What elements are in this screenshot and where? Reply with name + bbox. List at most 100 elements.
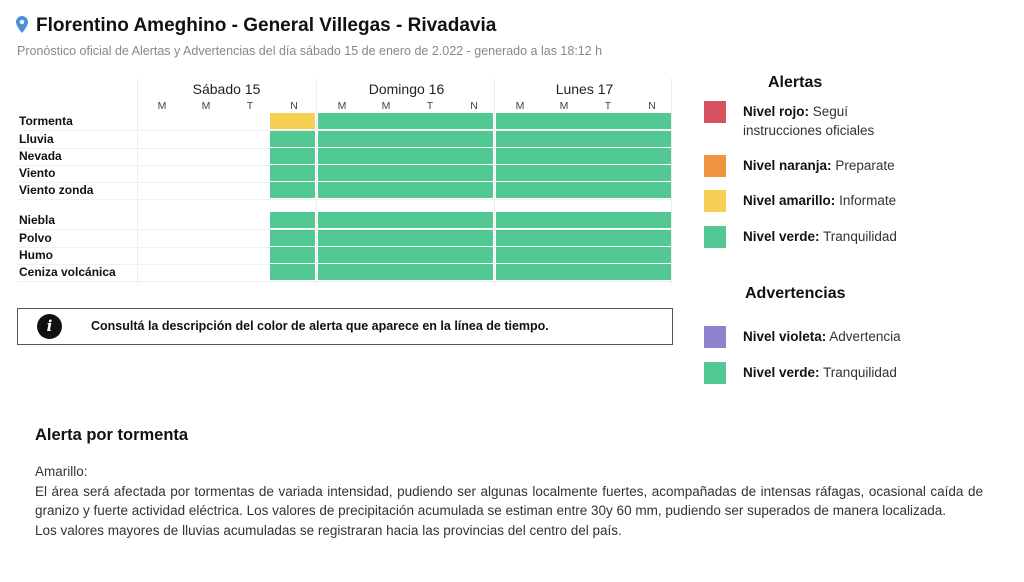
- day-header: Sábado 15: [192, 81, 261, 97]
- timeline-cell-verde[interactable]: [496, 212, 540, 228]
- timeline-cell-verde[interactable]: [540, 212, 584, 228]
- timeline-cell-verde[interactable]: [584, 113, 628, 129]
- timeline-cell-verde[interactable]: [362, 264, 406, 280]
- timeline-cell-verde[interactable]: [362, 230, 406, 246]
- timeline-cell-verde[interactable]: [450, 212, 493, 228]
- timeline-cell-verde[interactable]: [450, 148, 493, 164]
- timeline-cell-verde[interactable]: [628, 148, 671, 164]
- timeline-cell-verde[interactable]: [496, 165, 540, 181]
- legend-level: Nivel verde:: [743, 365, 820, 380]
- period-header: M: [157, 100, 167, 112]
- legend-swatch-naranja: [704, 155, 726, 177]
- timeline-cell-verde[interactable]: [540, 113, 584, 129]
- timeline-cell-amarillo[interactable]: [270, 113, 315, 129]
- timeline-cell-verde[interactable]: [406, 131, 450, 147]
- legend-level: Nivel rojo:: [743, 104, 810, 119]
- timeline-cell-verde[interactable]: [450, 165, 493, 181]
- timeline-cell-verde[interactable]: [318, 131, 362, 147]
- timeline-cell-verde[interactable]: [450, 247, 493, 263]
- timeline-cell-verde[interactable]: [584, 165, 628, 181]
- timeline-cell-verde[interactable]: [540, 230, 584, 246]
- row-divider: [17, 281, 672, 282]
- timeline-cell-verde[interactable]: [540, 131, 584, 147]
- timeline-cell-verde[interactable]: [450, 113, 493, 129]
- timeline-cell-verde[interactable]: [406, 113, 450, 129]
- timeline-cell-verde[interactable]: [496, 264, 540, 280]
- legend-level: Nivel amarillo:: [743, 193, 836, 208]
- period-header: N: [470, 100, 478, 112]
- timeline-cell-verde[interactable]: [406, 247, 450, 263]
- timeline-cell-verde[interactable]: [318, 247, 362, 263]
- location-pin-icon: [16, 16, 28, 33]
- timeline-cell-verde[interactable]: [628, 230, 671, 246]
- timeline-cell-verde[interactable]: [270, 165, 315, 181]
- timeline-cell-verde[interactable]: [584, 212, 628, 228]
- timeline-cell-verde[interactable]: [362, 182, 406, 198]
- timeline-cell-verde[interactable]: [406, 230, 450, 246]
- timeline-cell-verde[interactable]: [496, 148, 540, 164]
- row-label: Viento zonda: [19, 183, 94, 197]
- timeline-cell-verde[interactable]: [270, 148, 315, 164]
- timeline-cell-verde[interactable]: [318, 264, 362, 280]
- timeline-cell-verde[interactable]: [270, 230, 315, 246]
- timeline-cell-verde[interactable]: [318, 148, 362, 164]
- timeline-cell-verde[interactable]: [628, 131, 671, 147]
- timeline-cell-verde[interactable]: [450, 264, 493, 280]
- timeline-cell-verde[interactable]: [318, 212, 362, 228]
- timeline-cell-verde[interactable]: [496, 113, 540, 129]
- timeline-cell-verde[interactable]: [628, 264, 671, 280]
- timeline-cell-verde[interactable]: [270, 182, 315, 198]
- timeline-cell-verde[interactable]: [406, 148, 450, 164]
- timeline-cell-verde[interactable]: [362, 148, 406, 164]
- legend-swatch-amarillo: [704, 190, 726, 212]
- timeline-cell-verde[interactable]: [450, 182, 493, 198]
- timeline-cell-verde[interactable]: [584, 230, 628, 246]
- timeline-cell-verde[interactable]: [362, 165, 406, 181]
- timeline-cell-verde[interactable]: [584, 148, 628, 164]
- timeline-cell-verde[interactable]: [540, 182, 584, 198]
- timeline-cell-verde[interactable]: [540, 264, 584, 280]
- timeline-cell-verde[interactable]: [318, 165, 362, 181]
- timeline-cell-verde[interactable]: [496, 230, 540, 246]
- timeline-cell-verde[interactable]: [496, 247, 540, 263]
- timeline-cell-verde[interactable]: [406, 264, 450, 280]
- timeline-cell-verde[interactable]: [270, 212, 315, 228]
- timeline-cell-verde[interactable]: [496, 131, 540, 147]
- column-divider: [316, 78, 317, 284]
- timeline-cell-verde[interactable]: [270, 247, 315, 263]
- description: Amarillo: El área será afectada por torm…: [35, 462, 983, 540]
- row-label: Tormenta: [19, 114, 73, 128]
- timeline-cell-verde[interactable]: [318, 230, 362, 246]
- timeline-cell-verde[interactable]: [628, 247, 671, 263]
- timeline-cell-verde[interactable]: [450, 131, 493, 147]
- timeline-cell-verde[interactable]: [406, 182, 450, 198]
- timeline-cell-verde[interactable]: [496, 182, 540, 198]
- legend-item: Nivel verde: Tranquilidad: [743, 363, 923, 382]
- timeline-cell-verde[interactable]: [318, 182, 362, 198]
- timeline-cell-verde[interactable]: [362, 113, 406, 129]
- timeline-cell-verde[interactable]: [270, 264, 315, 280]
- timeline-cell-verde[interactable]: [540, 148, 584, 164]
- legend-level: Nivel naranja:: [743, 158, 832, 173]
- timeline-cell-verde[interactable]: [540, 247, 584, 263]
- timeline-cell-verde[interactable]: [450, 230, 493, 246]
- timeline-cell-verde[interactable]: [362, 212, 406, 228]
- timeline-cell-verde[interactable]: [540, 165, 584, 181]
- timeline-cell-verde[interactable]: [584, 264, 628, 280]
- timeline-cell-verde[interactable]: [362, 131, 406, 147]
- timeline-cell-verde[interactable]: [584, 247, 628, 263]
- period-header: T: [426, 100, 434, 112]
- timeline-cell-verde[interactable]: [406, 212, 450, 228]
- timeline-cell-verde[interactable]: [584, 131, 628, 147]
- timeline-cell-verde[interactable]: [628, 165, 671, 181]
- timeline-cell-verde[interactable]: [628, 212, 671, 228]
- timeline-cell-verde[interactable]: [628, 182, 671, 198]
- timeline-cell-verde[interactable]: [628, 113, 671, 129]
- timeline-cell-verde[interactable]: [406, 165, 450, 181]
- legend-swatch-verde: [704, 362, 726, 384]
- timeline-cell-verde[interactable]: [584, 182, 628, 198]
- timeline-cell-verde[interactable]: [318, 113, 362, 129]
- timeline-cell-verde[interactable]: [362, 247, 406, 263]
- alertas-title: Alertas: [768, 74, 823, 91]
- timeline-cell-verde[interactable]: [270, 131, 315, 147]
